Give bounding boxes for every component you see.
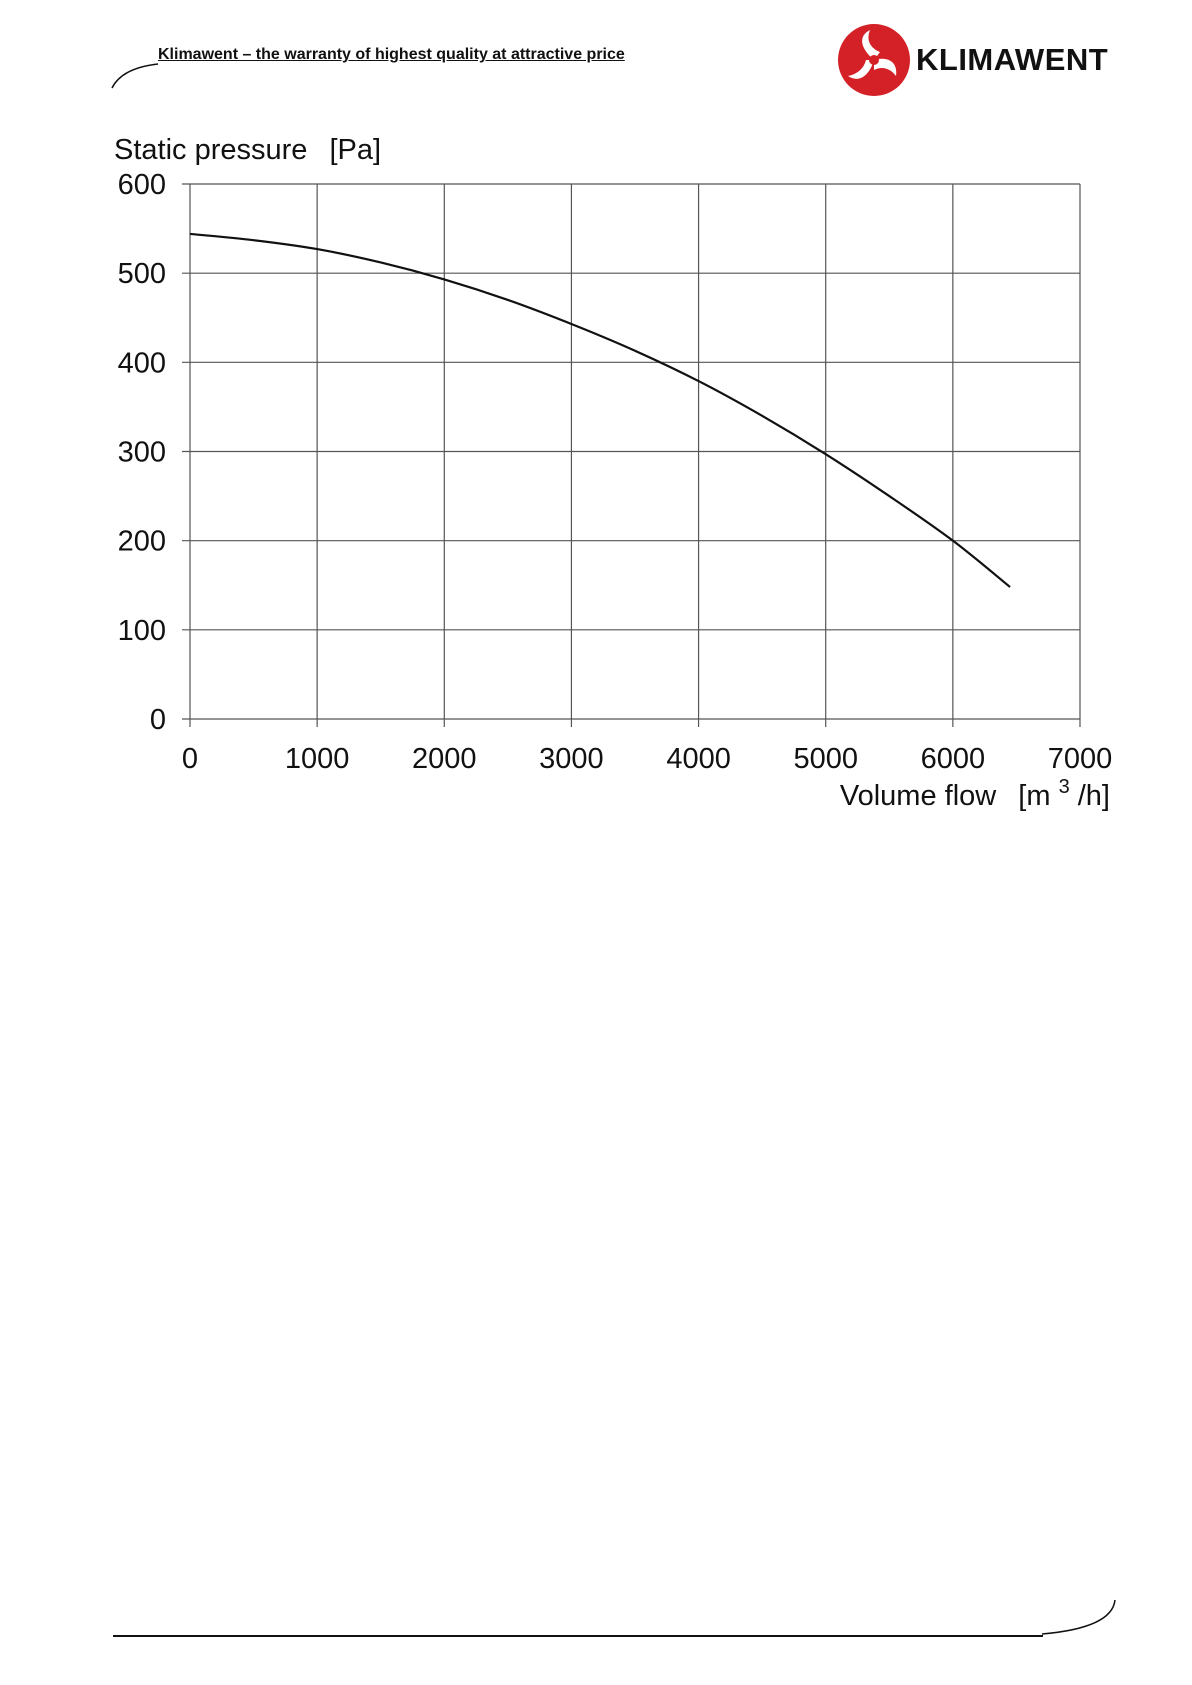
y-tick-label-5: 500	[118, 258, 166, 290]
x-tick-label-5: 5000	[793, 743, 858, 775]
x-tick-label-4: 4000	[666, 743, 731, 775]
x-axis-label: Volume flow [m 3 /h]	[840, 768, 1110, 812]
x-tick-label-3: 3000	[539, 743, 604, 775]
static-pressure-chart: 0 100 200 300 400 500 600 0 1000 2000 3000 4000 500…	[114, 134, 1112, 812]
y-tick-label-4: 400	[118, 347, 166, 379]
header-tagline: Klimawent – the warranty of highest qual…	[158, 46, 625, 63]
y-tick-label-2: 200	[118, 526, 166, 558]
chart-grid	[182, 183, 1081, 727]
x-tick-label-6: 6000	[921, 743, 986, 775]
y-axis-label-main: Static pressure	[114, 134, 307, 166]
y-tick-label-3: 300	[118, 437, 166, 469]
series-line-0	[189, 232, 1011, 588]
y-axis-label-unit: [Pa]	[329, 134, 381, 166]
x-tick-label-2: 2000	[412, 743, 477, 775]
x-tick-label-7: 7000	[1048, 743, 1113, 775]
y-axis-label: Static pressure [Pa]	[114, 134, 381, 166]
footer-decorative-curve	[1041, 1599, 1116, 1635]
x-axis-label-main: Volume flow	[840, 780, 997, 812]
y-tick-label-0: 0	[150, 704, 166, 736]
logo-text: KLIMAWENT	[916, 42, 1109, 77]
footer-rule	[113, 1635, 1043, 1637]
header-decorative-curve	[111, 63, 159, 89]
x-axis-label-unit-sup: 3	[1059, 776, 1070, 798]
x-tick-label-0: 0	[182, 743, 198, 775]
y-tick-label-1: 100	[118, 615, 166, 647]
chart-series-layer	[189, 232, 1011, 588]
klimawent-fan-logo-icon	[838, 24, 910, 96]
x-axis-label-unit-prefix: [m	[1018, 780, 1050, 812]
x-tick-labels: 0 1000 2000 3000 4000 5000 6000 7000	[182, 743, 1112, 775]
x-tick-label-1: 1000	[285, 743, 350, 775]
company-logo: KLIMAWENT	[836, 22, 1116, 102]
x-axis-label-unit-suffix: /h]	[1078, 780, 1110, 812]
y-tick-labels: 0 100 200 300 400 500 600	[118, 169, 166, 736]
y-tick-label-6: 600	[118, 169, 166, 201]
